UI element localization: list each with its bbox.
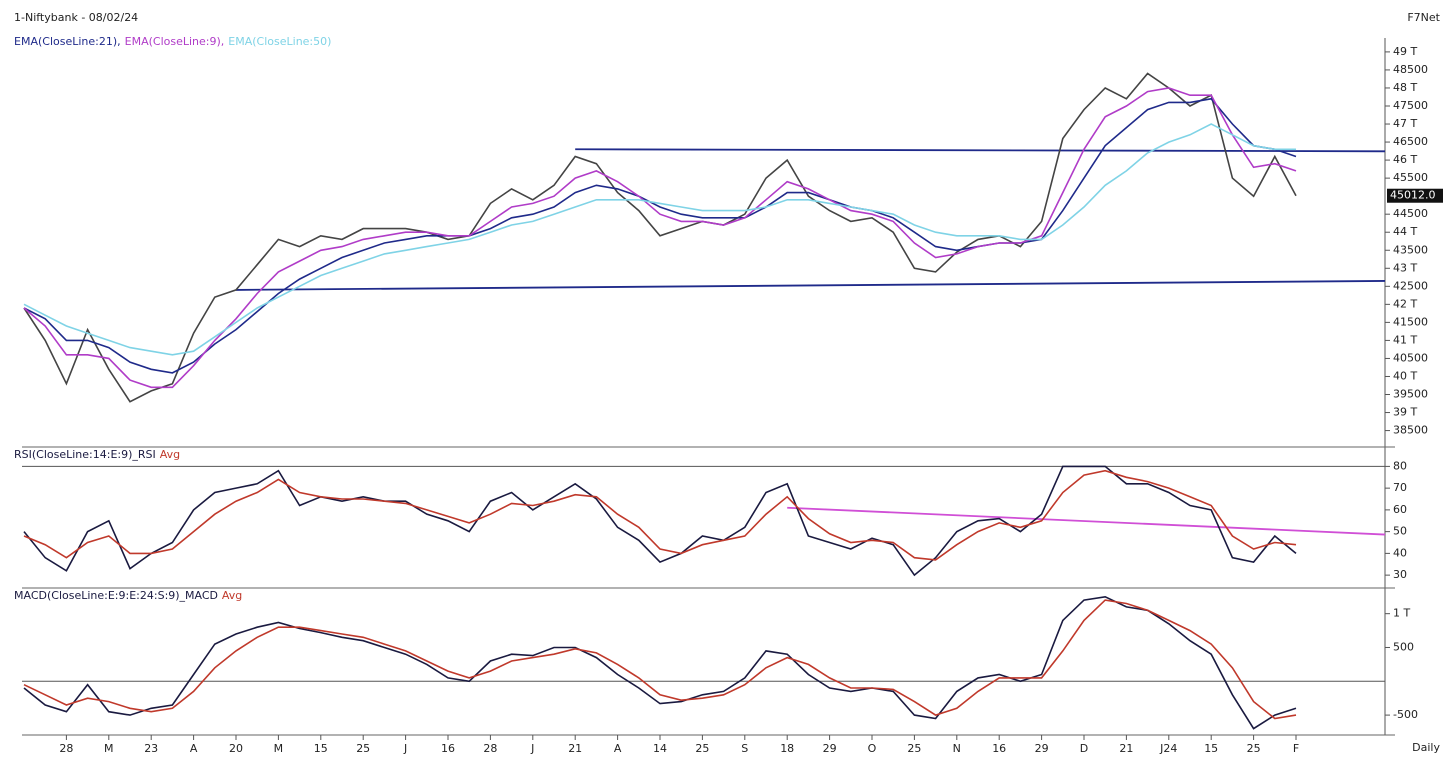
last-value-box bbox=[1387, 188, 1443, 203]
trendline bbox=[235, 280, 1386, 291]
last-value-label: 45012.0 bbox=[1390, 189, 1436, 202]
y-tick-label: 39 T bbox=[1393, 406, 1417, 419]
x-tick-label: 16 bbox=[441, 742, 455, 755]
x-tick-label: 28 bbox=[59, 742, 73, 755]
legend-entry: EMA(CloseLine:50) bbox=[228, 35, 331, 48]
y-tick-label: 40 bbox=[1393, 546, 1407, 559]
x-tick-label: 15 bbox=[314, 742, 328, 755]
y-tick-label: 48 T bbox=[1393, 81, 1417, 94]
series-line bbox=[23, 595, 1297, 730]
y-tick-label: -500 bbox=[1393, 708, 1418, 721]
series-line bbox=[23, 469, 1297, 561]
legend: RSI(CloseLine:14:E:9)_RSI Avg bbox=[14, 448, 180, 461]
x-tick-label: 25 bbox=[1247, 742, 1261, 755]
y-tick-label: 1 T bbox=[1393, 607, 1410, 620]
y-tick-label: 45500 bbox=[1393, 171, 1428, 184]
source: F7Net bbox=[1407, 11, 1440, 24]
y-tick-label: 49 T bbox=[1393, 45, 1417, 58]
x-tick-label: N bbox=[953, 742, 961, 755]
y-tick-label: 80 bbox=[1393, 459, 1407, 472]
x-tick-label: M bbox=[104, 742, 114, 755]
y-tick-label: 30 bbox=[1393, 568, 1407, 581]
y-tick-label: 500 bbox=[1393, 640, 1414, 653]
y-tick-label: 41500 bbox=[1393, 315, 1428, 328]
legend-entry: EMA(CloseLine:9), bbox=[125, 35, 225, 48]
legend-entry: Avg bbox=[160, 448, 180, 461]
x-tick-label: 23 bbox=[144, 742, 158, 755]
x-tick-label: 29 bbox=[823, 742, 837, 755]
x-tick-label: 28 bbox=[483, 742, 497, 755]
y-tick-label: 47500 bbox=[1393, 99, 1428, 112]
x-tick-label: A bbox=[190, 742, 198, 755]
y-tick-label: 41 T bbox=[1393, 333, 1417, 346]
x-tick-label: M bbox=[274, 742, 284, 755]
legend-entry: Avg bbox=[222, 589, 242, 602]
chart-title: 1-Niftybank - 08/02/24 bbox=[14, 11, 138, 24]
series-line bbox=[23, 97, 1297, 374]
x-tick-label: 20 bbox=[229, 742, 243, 755]
x-tick-label: S bbox=[741, 742, 748, 755]
series-line bbox=[23, 599, 1297, 720]
legend: EMA(CloseLine:21), EMA(CloseLine:9), EMA(C… bbox=[14, 35, 331, 48]
y-tick-label: 40500 bbox=[1393, 351, 1428, 364]
y-tick-label: 46500 bbox=[1393, 135, 1428, 148]
y-tick-label: 40 T bbox=[1393, 369, 1417, 382]
y-tick-label: 47 T bbox=[1393, 117, 1417, 130]
legend: MACD(CloseLine:E:9:E:24:S:9)_MACD Avg bbox=[14, 589, 242, 602]
y-tick-label: 44 T bbox=[1393, 225, 1417, 238]
trendline bbox=[787, 506, 1386, 536]
series-line bbox=[23, 465, 1297, 577]
y-tick-label: 39500 bbox=[1393, 388, 1428, 401]
period: Daily bbox=[1412, 741, 1440, 754]
x-tick-label: O bbox=[868, 742, 877, 755]
x-tick-label: 25 bbox=[695, 742, 709, 755]
y-tick-label: 48500 bbox=[1393, 63, 1428, 76]
x-tick-label: 29 bbox=[1035, 742, 1049, 755]
x-tick-label: 14 bbox=[653, 742, 667, 755]
y-tick-label: 42 T bbox=[1393, 297, 1417, 310]
series-line bbox=[23, 72, 1297, 403]
y-tick-label: 50 bbox=[1393, 525, 1407, 538]
y-tick-label: 38500 bbox=[1393, 424, 1428, 437]
legend-entry: RSI(CloseLine:14:E:9)_RSI bbox=[14, 448, 156, 461]
y-tick-label: 44500 bbox=[1393, 207, 1428, 220]
x-tick-label: 15 bbox=[1204, 742, 1218, 755]
y-tick-label: 46 T bbox=[1393, 153, 1417, 166]
x-tick-label: F bbox=[1293, 742, 1299, 755]
x-tick-label: 25 bbox=[907, 742, 921, 755]
x-tick-label: 18 bbox=[780, 742, 794, 755]
x-tick-label: 21 bbox=[568, 742, 582, 755]
legend-entry: MACD(CloseLine:E:9:E:24:S:9)_MACD bbox=[14, 589, 218, 602]
y-tick-label: 70 bbox=[1393, 481, 1407, 494]
y-tick-label: 60 bbox=[1393, 503, 1407, 516]
x-tick-label: D bbox=[1080, 742, 1088, 755]
x-tick-label: 25 bbox=[356, 742, 370, 755]
series-line bbox=[23, 123, 1296, 356]
series-line bbox=[23, 87, 1297, 389]
x-tick-label: J bbox=[403, 742, 407, 755]
x-tick-label: A bbox=[614, 742, 622, 755]
x-tick-label: 21 bbox=[1119, 742, 1133, 755]
x-tick-label: J24 bbox=[1159, 742, 1177, 755]
x-tick-label: J bbox=[530, 742, 534, 755]
y-tick-label: 43 T bbox=[1393, 261, 1417, 274]
trendline bbox=[575, 148, 1386, 153]
y-tick-label: 42500 bbox=[1393, 279, 1428, 292]
legend-entry: EMA(CloseLine:21), bbox=[14, 35, 121, 48]
y-tick-label: 43500 bbox=[1393, 243, 1428, 256]
x-tick-label: 16 bbox=[992, 742, 1006, 755]
